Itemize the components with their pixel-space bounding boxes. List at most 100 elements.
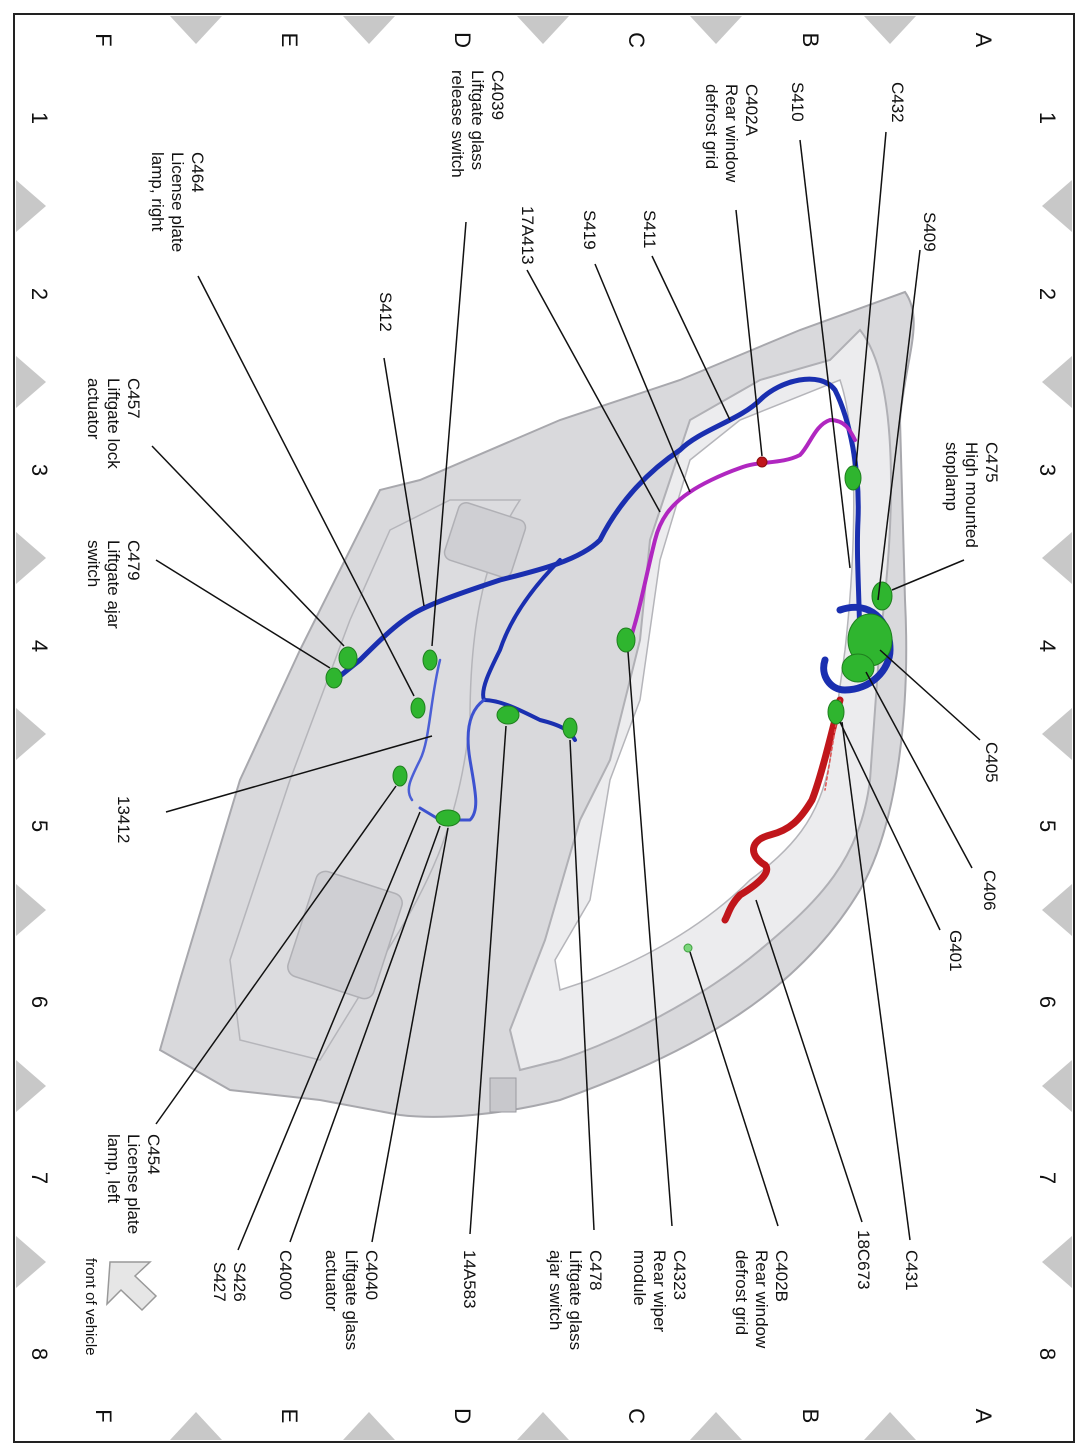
label-c402b-2: Rear window <box>752 1250 771 1349</box>
wiring-harness <box>332 376 894 924</box>
connectors <box>325 456 893 953</box>
leader-c402b <box>689 951 779 1227</box>
harness-branch-lower <box>418 698 486 822</box>
zone-marker-bottom-1 <box>170 1412 222 1440</box>
label-13412: 13412 <box>114 796 133 843</box>
grid-col-left-1: 1 <box>27 112 52 124</box>
grid-col-right-8: 8 <box>1035 1348 1060 1360</box>
connector-14a583 <box>496 705 520 725</box>
leader-c432 <box>855 131 887 467</box>
label-s410: S410 <box>788 82 807 122</box>
zone-marker-top-4 <box>690 16 742 44</box>
connector-c402a <box>756 456 768 468</box>
label-c4040-2: Liftgate glass <box>342 1250 361 1350</box>
grid-labels-top: F E D C B A <box>91 32 996 48</box>
harness-purple-run <box>628 418 857 642</box>
leader-c464 <box>197 275 415 697</box>
grid-row-bottom-d: D <box>450 1408 475 1424</box>
zone-marker-right-7 <box>1042 1236 1072 1288</box>
label-17a413: 17A413 <box>518 206 537 265</box>
label-c4040-1: C4040 <box>362 1250 381 1300</box>
zone-marker-left-5 <box>16 884 46 936</box>
zone-marker-right-4 <box>1042 708 1072 760</box>
leader-c4039 <box>431 221 467 647</box>
grid-col-left-7: 7 <box>27 1172 52 1184</box>
label-g401: G401 <box>946 930 965 972</box>
label-c464-1: C464 <box>188 152 207 193</box>
leader-g401 <box>839 721 941 931</box>
component-labels: C432 S409 S410 C402A Rear window defrost… <box>84 70 1001 1350</box>
connector-c432 <box>844 465 862 491</box>
grid-row-top-c: C <box>624 32 649 48</box>
grid-row-top-e: E <box>277 33 302 48</box>
label-c464-2: License plate <box>168 152 187 252</box>
leader-c4323 <box>627 651 673 1227</box>
label-c4323-2: Rear wiper <box>650 1250 669 1333</box>
page-border <box>13 13 1075 1443</box>
label-c4323-1: C4323 <box>670 1250 689 1300</box>
label-s427: S427 <box>210 1262 229 1302</box>
label-s419: S419 <box>580 210 599 250</box>
front-of-vehicle-label: front of vehicle <box>82 1258 99 1356</box>
leader-s412 <box>383 357 425 607</box>
label-c4039-2: Liftgate glass <box>468 70 487 170</box>
connector-c457 <box>338 646 358 670</box>
harness-branch-center <box>481 558 577 742</box>
zone-marker-top-1 <box>170 16 222 44</box>
liftgate-window-opening <box>554 379 855 991</box>
label-c402b-3: defrost grid <box>732 1250 751 1335</box>
harness-branch-left <box>407 658 442 802</box>
license-plate-recess <box>287 870 403 1000</box>
label-c454-2: License plate <box>124 1134 143 1234</box>
label-c475-line-3: stoplamp <box>942 442 961 511</box>
label-c4039-1: C4039 <box>488 70 507 120</box>
leader-c402a <box>735 209 763 457</box>
grid-row-bottom-f: F <box>91 1409 116 1422</box>
label-c4000: C4000 <box>276 1250 295 1300</box>
zone-marker-left-7 <box>16 1236 46 1288</box>
label-c479-2: Liftgate ajar <box>104 540 123 629</box>
label-c405: C405 <box>982 742 1001 783</box>
label-c454-3: lamp, left <box>104 1134 123 1203</box>
grid-col-right-3: 3 <box>1035 464 1060 476</box>
zone-marker-left-4 <box>16 708 46 760</box>
label-c4039-3: release switch <box>448 70 467 178</box>
connector-c4039 <box>422 649 438 671</box>
zone-marker-right-1 <box>1042 180 1072 232</box>
label-c457-1: C457 <box>124 378 143 419</box>
grid-row-top-b: B <box>798 33 823 48</box>
leader-c4000 <box>289 825 441 1243</box>
leader-17a413 <box>526 269 661 513</box>
label-c478-3: ajar switch <box>546 1250 565 1330</box>
label-c478-2: Liftgate glass <box>566 1250 585 1350</box>
leader-s411 <box>651 255 731 421</box>
label-c475-1: C475 <box>982 442 1001 483</box>
leader-lines <box>151 131 981 1251</box>
grid-col-left-2: 2 <box>27 288 52 300</box>
label-c402a-1: C402A <box>742 84 761 137</box>
zone-marker-left-6 <box>16 1060 46 1112</box>
zone-marker-left-1 <box>16 180 46 232</box>
zone-markers <box>16 16 1072 1440</box>
connector-c478 <box>562 717 578 739</box>
zone-marker-bottom-3 <box>517 1412 569 1440</box>
label-s409: S409 <box>920 212 939 252</box>
zone-marker-right-6 <box>1042 1060 1072 1112</box>
zone-marker-bottom-4 <box>690 1412 742 1440</box>
leader-c475 <box>891 559 965 591</box>
zone-marker-left-2 <box>16 356 46 408</box>
leader-c457 <box>151 445 345 647</box>
leader-c4040 <box>371 827 449 1243</box>
label-c402a-3: defrost grid <box>702 84 721 169</box>
label-c402a-2: Rear window <box>722 84 741 183</box>
label-c475-block: High mounted stoplamp <box>942 442 981 548</box>
leader-13412 <box>165 735 433 813</box>
connector-c454 <box>392 765 408 787</box>
connector-c4323 <box>616 627 636 653</box>
liftgate-illustration <box>158 290 915 1118</box>
label-s412: S412 <box>376 292 395 332</box>
zone-marker-top-5 <box>864 16 916 44</box>
grid-col-left-8: 8 <box>27 1348 52 1360</box>
grid-row-top-f: F <box>91 33 116 46</box>
